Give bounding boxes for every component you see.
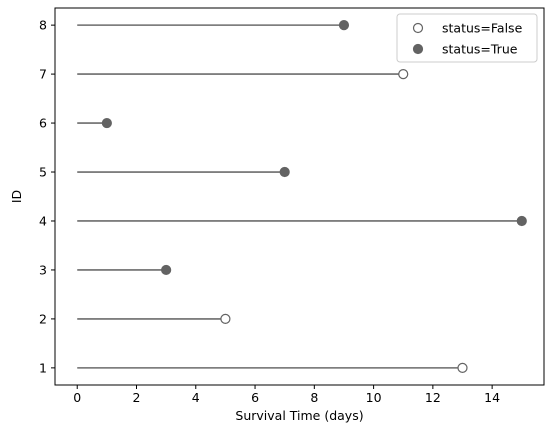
x-tick-label: 10	[366, 390, 382, 405]
point-id-4	[516, 215, 527, 227]
y-tick-label: 5	[39, 165, 47, 180]
y-tick-label: 3	[39, 262, 47, 277]
x-axis-label: Survival Time (days)	[235, 408, 363, 423]
x-tick-label: 14	[484, 390, 500, 405]
point-id-7	[398, 68, 409, 80]
x-tick-label: 4	[192, 390, 200, 405]
y-tick-label: 4	[39, 213, 47, 228]
plot-frame	[54, 7, 545, 386]
y-tick-label: 1	[39, 360, 47, 375]
x-axis: 0 2 4 6 8 10 12 14	[73, 385, 500, 405]
point-id-2	[220, 313, 231, 325]
legend-label-true: status=True	[442, 42, 518, 57]
markers-layer	[101, 20, 527, 373]
y-axis: 1 2 3 4 5 6 7 8	[39, 18, 55, 375]
legend-marker-filled	[412, 43, 424, 55]
y-tick-label: 6	[39, 116, 47, 131]
x-tick-label: 8	[310, 390, 318, 405]
x-tick-label: 0	[73, 390, 81, 405]
y-axis-label: ID	[9, 190, 24, 203]
legend-box	[396, 13, 538, 63]
y-tick-label: 8	[39, 18, 47, 33]
y-tick-label: 2	[39, 311, 47, 326]
legend-marker-open	[412, 22, 424, 34]
point-id-1	[457, 362, 468, 373]
y-tick-label: 7	[39, 67, 47, 82]
point-id-6	[101, 117, 112, 129]
point-id-8	[338, 20, 350, 31]
x-tick-label: 2	[133, 390, 141, 405]
point-id-5	[279, 166, 290, 178]
x-tick-label: 12	[425, 390, 441, 405]
legend-label-false: status=False	[442, 21, 523, 36]
legend: status=False status=True	[396, 13, 538, 63]
x-tick-label: 6	[251, 390, 259, 405]
stems-layer	[77, 24, 522, 369]
point-id-3	[161, 264, 172, 276]
